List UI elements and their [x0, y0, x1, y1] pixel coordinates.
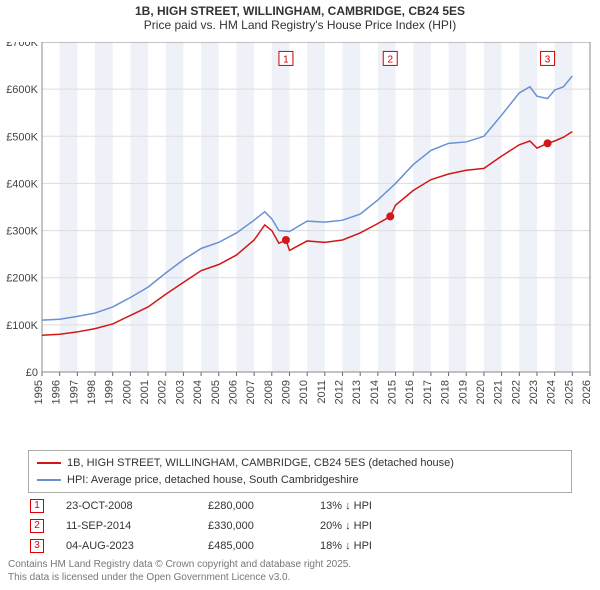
legend-red-label: 1B, HIGH STREET, WILLINGHAM, CAMBRIDGE, … [67, 455, 454, 472]
svg-text:2004: 2004 [192, 380, 204, 404]
sale-pct: 18% ↓ HPI [320, 537, 372, 555]
sale-row: 3 04-AUG-2023£485,00018% ↓ HPI [30, 537, 372, 555]
svg-text:1999: 1999 [104, 380, 116, 404]
svg-text:2009: 2009 [280, 380, 292, 404]
sale-marker-icon: 3 [30, 539, 44, 553]
svg-text:1996: 1996 [51, 380, 63, 404]
svg-text:2002: 2002 [157, 380, 169, 404]
svg-text:£600K: £600K [6, 84, 38, 96]
sale-price: £330,000 [208, 517, 318, 535]
svg-text:£0: £0 [26, 367, 38, 379]
chart: £0 £100K £200K £300K £400K £500K £600K £700K 199… [0, 42, 592, 412]
chart-title-line2: Price paid vs. HM Land Registry's House … [0, 18, 600, 38]
sale-date: 04-AUG-2023 [66, 537, 206, 555]
svg-text:1997: 1997 [68, 380, 80, 404]
svg-text:2005: 2005 [210, 380, 222, 404]
sale-row: 2 11-SEP-2014£330,00020% ↓ HPI [30, 517, 372, 535]
footer-line2: This data is licensed under the Open Gov… [8, 571, 351, 584]
legend-red-row: 1B, HIGH STREET, WILLINGHAM, CAMBRIDGE, … [37, 455, 563, 472]
svg-text:2011: 2011 [316, 380, 328, 404]
legend-blue-label: HPI: Average price, detached house, Sout… [67, 472, 358, 489]
sale-date: 23-OCT-2008 [66, 497, 206, 515]
chart-svg: £0 £100K £200K £300K £400K £500K £600K £700K 199… [0, 42, 592, 412]
sale-date: 11-SEP-2014 [66, 517, 206, 535]
sale-marker-icon: 2 [30, 519, 44, 533]
svg-text:2006: 2006 [227, 380, 239, 404]
svg-text:2023: 2023 [528, 380, 540, 404]
svg-text:2022: 2022 [510, 380, 522, 404]
sale-price: £280,000 [208, 497, 318, 515]
svg-text:£500K: £500K [6, 131, 38, 143]
svg-text:1998: 1998 [86, 380, 98, 404]
svg-text:2018: 2018 [440, 380, 452, 404]
svg-text:2: 2 [387, 54, 393, 65]
legend-blue-row: HPI: Average price, detached house, Sout… [37, 472, 563, 489]
sales-table: 1 23-OCT-2008£280,00013% ↓ HPI 2 11-SEP-201… [28, 495, 374, 557]
sale-price: £485,000 [208, 537, 318, 555]
svg-text:3: 3 [545, 54, 551, 65]
svg-text:2020: 2020 [475, 380, 487, 404]
footer: Contains HM Land Registry data © Crown c… [8, 558, 351, 584]
svg-text:2000: 2000 [121, 380, 133, 404]
svg-text:2013: 2013 [351, 380, 363, 404]
legend-red-swatch [37, 462, 61, 464]
svg-text:2008: 2008 [263, 380, 275, 404]
svg-text:£400K: £400K [6, 178, 38, 190]
sale-marker-icon: 1 [30, 499, 44, 513]
svg-text:2012: 2012 [334, 380, 346, 404]
svg-text:1: 1 [283, 54, 289, 65]
sale-row: 1 23-OCT-2008£280,00013% ↓ HPI [30, 497, 372, 515]
legend-blue-swatch [37, 479, 61, 481]
svg-text:2007: 2007 [245, 380, 257, 404]
svg-text:2021: 2021 [493, 380, 505, 404]
sale-pct: 13% ↓ HPI [320, 497, 372, 515]
svg-text:2017: 2017 [422, 380, 434, 404]
svg-text:2025: 2025 [563, 380, 575, 404]
svg-text:2026: 2026 [581, 380, 592, 404]
svg-text:2014: 2014 [369, 380, 381, 404]
svg-text:£100K: £100K [6, 320, 38, 332]
svg-text:2024: 2024 [546, 380, 558, 404]
chart-title-line1: 1B, HIGH STREET, WILLINGHAM, CAMBRIDGE, … [0, 0, 600, 18]
svg-text:£200K: £200K [6, 273, 38, 285]
svg-text:2015: 2015 [387, 380, 399, 404]
svg-text:£300K: £300K [6, 226, 38, 238]
svg-text:2003: 2003 [174, 380, 186, 404]
svg-text:2016: 2016 [404, 380, 416, 404]
svg-text:2001: 2001 [139, 380, 151, 404]
sale-pct: 20% ↓ HPI [320, 517, 372, 535]
footer-line1: Contains HM Land Registry data © Crown c… [8, 558, 351, 571]
svg-text:1995: 1995 [33, 380, 45, 404]
legend: 1B, HIGH STREET, WILLINGHAM, CAMBRIDGE, … [28, 450, 572, 493]
svg-text:£700K: £700K [6, 42, 38, 49]
svg-text:2010: 2010 [298, 380, 310, 404]
svg-text:2019: 2019 [457, 380, 469, 404]
